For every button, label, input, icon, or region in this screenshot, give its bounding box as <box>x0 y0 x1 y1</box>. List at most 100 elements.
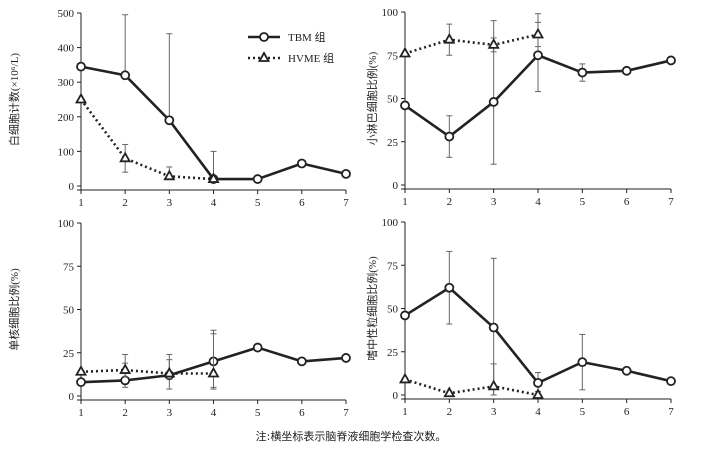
x-tick-label: 3 <box>491 406 497 418</box>
data-point-tbm <box>164 115 175 126</box>
x-tick-label: 5 <box>255 197 261 209</box>
x-tick-label: 4 <box>211 197 217 209</box>
data-point-hvme <box>119 363 132 374</box>
x-tick-label: 7 <box>668 196 674 208</box>
data-point-tbm <box>488 97 499 107</box>
y-tick-label: 75 <box>63 261 75 273</box>
y-tick-label: 75 <box>387 260 399 272</box>
x-tick-label: 2 <box>447 196 453 208</box>
data-point-tbm <box>444 282 455 293</box>
data-point-tbm <box>533 377 543 388</box>
y-tick-label: 75 <box>387 50 399 62</box>
x-tick-label: 6 <box>299 407 305 419</box>
x-tick-label: 1 <box>402 196 408 208</box>
x-tick-label: 4 <box>535 406 541 418</box>
y-tick-label: 100 <box>382 7 399 19</box>
series-line-hvme <box>80 368 214 375</box>
x-tick-label: 1 <box>78 407 84 419</box>
data-point-tbm <box>577 67 588 78</box>
data-point-tbm <box>76 377 86 388</box>
x-tick-label: 1 <box>402 406 408 418</box>
x-tick-label: 6 <box>624 406 630 418</box>
x-tick-label: 5 <box>255 407 261 419</box>
y-axis-label: 单核细胞比例(%) <box>7 268 21 351</box>
data-point-hvme <box>398 372 412 384</box>
x-tick-label: 4 <box>211 407 217 419</box>
series-tbm <box>400 250 676 396</box>
data-point-tbm <box>666 55 676 66</box>
y-tick-label: 100 <box>382 217 399 229</box>
y-tick-label: 0 <box>69 391 75 403</box>
series-line-tbm <box>404 286 672 385</box>
data-point-hvme <box>74 92 88 104</box>
data-point-tbm <box>400 310 410 321</box>
data-point-tbm <box>252 342 263 353</box>
x-tick-label: 2 <box>122 197 128 209</box>
series-tbm <box>400 13 676 165</box>
y-tick-label: 0 <box>393 390 399 402</box>
x-tick-label: 5 <box>580 196 586 208</box>
y-tick-label: 200 <box>58 112 75 124</box>
x-tick-label: 2 <box>122 407 128 419</box>
x-tick-label: 3 <box>167 407 173 419</box>
y-axis-label: 嗜中性粒细胞比例(%) <box>365 256 379 361</box>
legend-tbm-marker <box>259 32 269 42</box>
data-point-hvme <box>163 169 176 181</box>
data-point-tbm <box>621 65 632 76</box>
footnote: 注:横坐标表示脑脊液细胞学检查次数。 <box>255 430 447 443</box>
x-tick-label: 6 <box>624 196 630 208</box>
data-point-hvme <box>207 172 220 183</box>
y-tick-label: 50 <box>63 305 75 317</box>
y-tick-label: 300 <box>58 77 75 89</box>
y-tick-label: 25 <box>387 137 399 149</box>
chart-panel-2: 0 25 50 75 100 1 2 3 4 5 6 7 小淋巴细胞比例(%) <box>365 7 676 208</box>
series-hvme <box>398 21 545 58</box>
y-tick-label: 50 <box>387 94 399 106</box>
legend-hvme-label: HVME 组 <box>288 51 334 65</box>
y-axis-label: 小淋巴细胞比例(%) <box>365 51 379 145</box>
data-point-hvme <box>398 46 412 58</box>
x-tick-label: 3 <box>491 196 497 208</box>
data-point-tbm <box>488 322 499 333</box>
data-point-tbm <box>341 168 351 179</box>
chart-panel-1: 0 100 200 300 400 500 1 2 3 4 5 6 7 白细胞计数(×10⁶/L) <box>7 8 351 209</box>
data-point-tbm <box>621 365 632 376</box>
data-point-tbm <box>444 131 455 142</box>
legend-tbm-label: TBM 组 <box>288 30 326 44</box>
y-tick-label: 400 <box>58 43 75 55</box>
chart-panel-4: 0 25 50 75 100 1 2 3 4 5 6 7 嗜中性粒细胞比例(%) <box>365 217 676 418</box>
y-tick-label: 50 <box>387 304 399 316</box>
data-point-hvme <box>207 366 220 378</box>
y-tick-label: 100 <box>58 218 75 230</box>
data-point-hvme <box>443 32 456 44</box>
y-tick-label: 0 <box>393 180 399 192</box>
data-point-tbm <box>400 100 410 111</box>
data-point-tbm <box>341 353 351 363</box>
x-tick-label: 7 <box>343 407 349 419</box>
x-tick-label: 1 <box>78 197 84 209</box>
y-tick-label: 0 <box>69 181 75 193</box>
y-tick-label: 100 <box>58 146 75 158</box>
series-hvme <box>74 333 220 388</box>
y-tick-label: 500 <box>58 8 75 20</box>
data-point-tbm <box>577 357 588 368</box>
x-tick-label: 7 <box>668 406 674 418</box>
series-line-hvme <box>79 98 214 181</box>
series-line-hvme <box>404 33 539 55</box>
data-point-tbm <box>76 61 86 72</box>
data-point-tbm <box>296 158 307 169</box>
x-tick-label: 4 <box>535 196 541 208</box>
data-point-hvme <box>163 366 176 378</box>
data-point-hvme <box>531 27 545 39</box>
y-axis-label: 白细胞计数(×10⁶/L) <box>7 53 21 146</box>
legend: TBM 组 HVME 组 <box>248 30 334 65</box>
data-point-hvme <box>74 364 88 376</box>
data-point-tbm <box>666 376 676 387</box>
data-point-hvme <box>487 379 500 391</box>
y-tick-label: 25 <box>63 348 75 360</box>
data-point-tbm <box>296 356 307 367</box>
data-point-hvme <box>443 386 456 398</box>
series-hvme <box>398 363 545 399</box>
data-point-tbm <box>533 50 543 61</box>
